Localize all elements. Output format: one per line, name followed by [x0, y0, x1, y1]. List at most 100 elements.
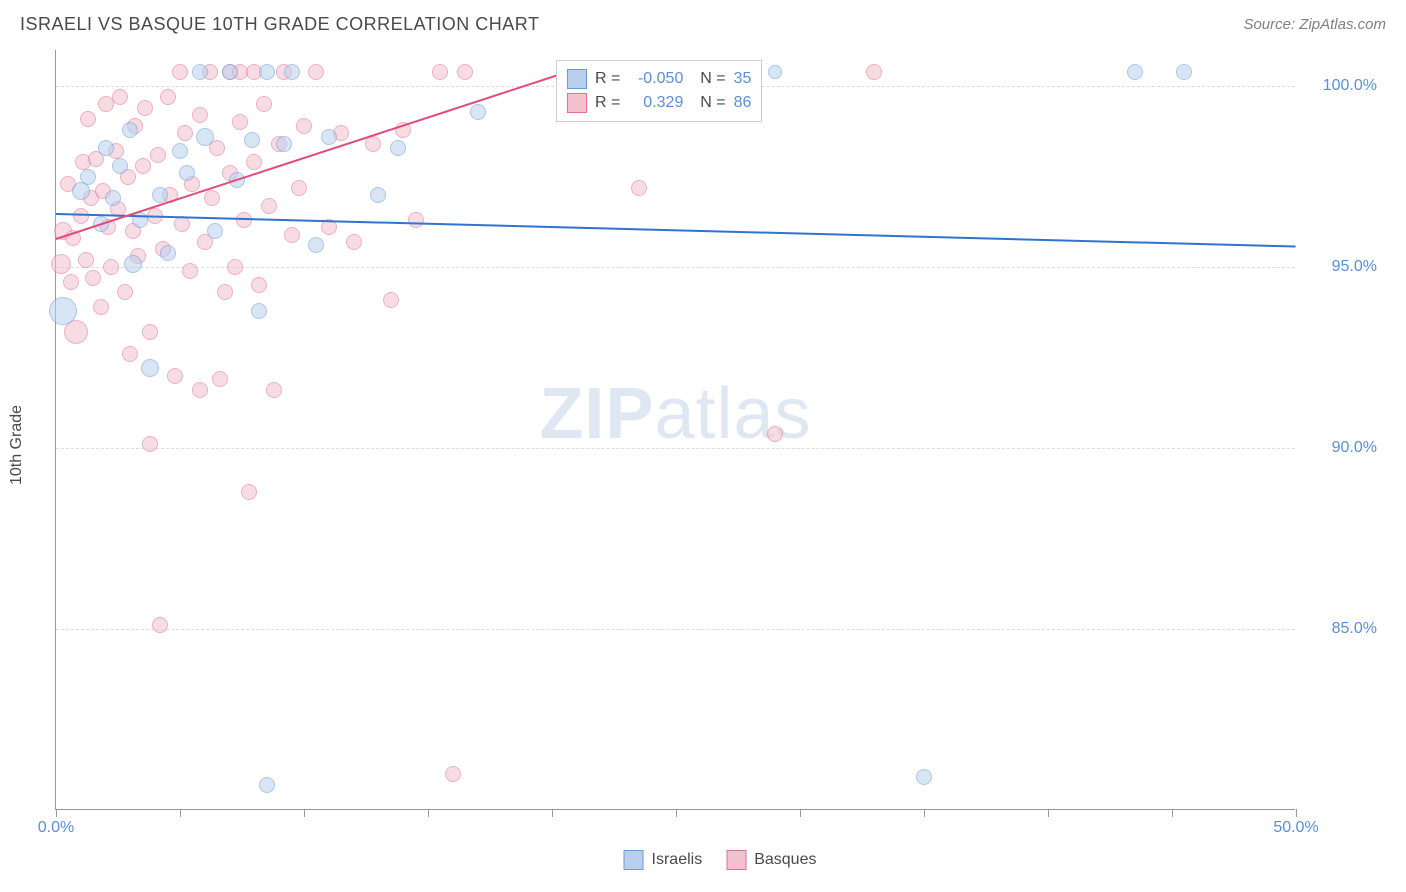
data-point [49, 297, 77, 325]
data-point [93, 299, 109, 315]
legend-swatch [624, 850, 644, 870]
x-tick [676, 809, 677, 817]
data-point [112, 89, 128, 105]
data-point [150, 147, 166, 163]
data-point [1127, 64, 1143, 80]
legend-label: Basques [754, 851, 816, 869]
data-point [432, 64, 448, 80]
x-tick [1172, 809, 1173, 817]
data-point [124, 255, 142, 273]
data-point [192, 107, 208, 123]
data-point [866, 64, 882, 80]
data-point [284, 227, 300, 243]
data-point [408, 212, 424, 228]
y-tick-label: 100.0% [1307, 77, 1377, 95]
data-point [63, 274, 79, 290]
data-point [80, 169, 96, 185]
data-point [244, 132, 260, 148]
stats-row: R =0.329 N =86 [567, 91, 751, 115]
x-tick [552, 809, 553, 817]
data-point [117, 284, 133, 300]
data-point [112, 158, 128, 174]
data-point [103, 259, 119, 275]
data-point [179, 165, 195, 181]
data-point [370, 187, 386, 203]
data-point [296, 118, 312, 134]
data-point [122, 346, 138, 362]
data-point [137, 100, 153, 116]
data-point [196, 128, 214, 146]
legend-label: Israelis [652, 851, 703, 869]
chart-container: 10th Grade ZIPatlas 85.0%90.0%95.0%100.0… [55, 50, 1385, 840]
data-point [321, 129, 337, 145]
data-point [251, 303, 267, 319]
data-point [152, 617, 168, 633]
data-point [1176, 64, 1192, 80]
data-point [167, 368, 183, 384]
data-point [445, 766, 461, 782]
chart-title: ISRAELI VS BASQUE 10TH GRADE CORRELATION… [20, 14, 539, 35]
gridline [56, 448, 1295, 449]
data-point [135, 158, 151, 174]
data-point [916, 769, 932, 785]
x-tick [924, 809, 925, 817]
data-point [251, 277, 267, 293]
data-point [232, 114, 248, 130]
data-point [470, 104, 486, 120]
stat-r-label: R = [595, 67, 620, 91]
data-point [142, 324, 158, 340]
data-point [767, 426, 783, 442]
data-point [212, 371, 228, 387]
data-point [78, 252, 94, 268]
x-tick [1048, 809, 1049, 817]
data-point [160, 89, 176, 105]
x-tick [304, 809, 305, 817]
watermark: ZIPatlas [539, 373, 811, 455]
data-point [768, 65, 782, 79]
data-point [259, 64, 275, 80]
data-point [365, 136, 381, 152]
y-tick-label: 90.0% [1307, 439, 1377, 457]
data-point [217, 284, 233, 300]
x-tick [56, 809, 57, 817]
data-point [172, 64, 188, 80]
x-tick [428, 809, 429, 817]
data-point [457, 64, 473, 80]
x-tick [800, 809, 801, 817]
watermark-light: atlas [654, 374, 811, 454]
y-tick-label: 85.0% [1307, 620, 1377, 638]
stat-r-value: -0.050 [628, 67, 683, 91]
data-point [85, 270, 101, 286]
data-point [276, 136, 292, 152]
data-point [152, 187, 168, 203]
data-point [259, 777, 275, 793]
legend-item: Israelis [624, 850, 703, 870]
series-swatch [567, 69, 587, 89]
series-swatch [567, 93, 587, 113]
data-point [98, 140, 114, 156]
legend: Israelis Basques [624, 850, 817, 870]
data-point [98, 96, 114, 112]
source-attribution: Source: ZipAtlas.com [1243, 16, 1386, 33]
data-point [141, 359, 159, 377]
data-point [72, 182, 90, 200]
data-point [207, 223, 223, 239]
stat-n-value: 35 [734, 67, 752, 91]
data-point [172, 143, 188, 159]
data-point [192, 64, 208, 80]
stat-r-value: 0.329 [628, 91, 683, 115]
data-point [308, 237, 324, 253]
stat-n-value: 86 [734, 91, 752, 115]
stats-row: R =-0.050 N =35 [567, 67, 751, 91]
data-point [160, 245, 176, 261]
legend-item: Basques [726, 850, 816, 870]
correlation-stats-box: R =-0.050 N =35R =0.329 N =86 [556, 60, 762, 122]
data-point [51, 254, 71, 274]
data-point [383, 292, 399, 308]
y-tick-label: 95.0% [1307, 258, 1377, 276]
data-point [266, 382, 282, 398]
data-point [291, 180, 307, 196]
data-point [105, 190, 121, 206]
y-axis-label: 10th Grade [8, 405, 26, 485]
data-point [227, 259, 243, 275]
